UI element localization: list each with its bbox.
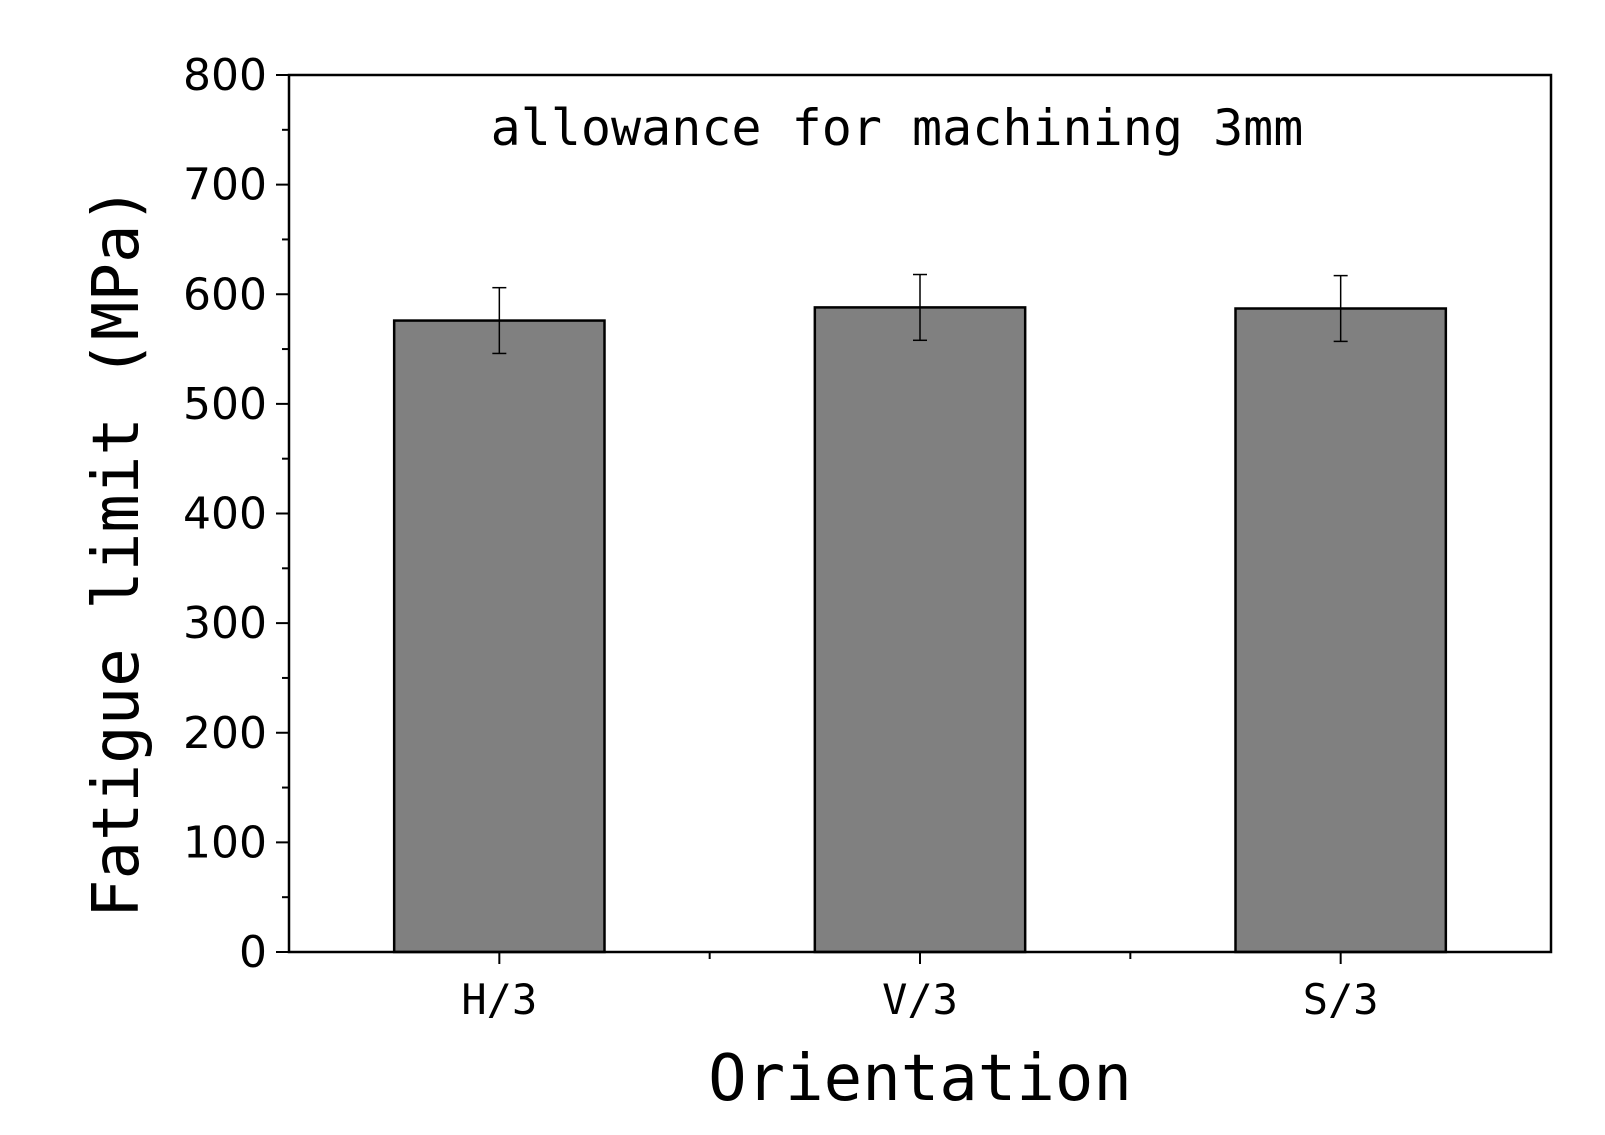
x-tick-label: S/3 [1303, 975, 1379, 1024]
y-tick-label: 500 [183, 379, 267, 430]
y-tick-label: 200 [183, 708, 267, 759]
chart-annotation: allowance for machining 3mm [491, 99, 1304, 157]
y-axis-label: Fatigue limit (MPa) [80, 186, 154, 918]
y-tick-label: 100 [183, 817, 267, 868]
y-tick-label: 300 [183, 598, 267, 649]
y-tick-label: 800 [183, 50, 267, 101]
y-tick-label: 0 [239, 927, 267, 978]
bar-S-3 [1234, 307, 1448, 954]
bar-V-3 [813, 306, 1027, 954]
error-bar [913, 273, 927, 342]
error-bar [492, 286, 507, 355]
y-tick-label: 700 [183, 160, 267, 211]
y-tick-label: 600 [183, 269, 267, 320]
x-axis-label: Orientation [708, 1042, 1132, 1116]
error-bar [1333, 274, 1348, 343]
bar-H-3 [392, 319, 606, 954]
y-tick-label: 400 [183, 489, 267, 540]
x-tick-label: H/3 [461, 975, 537, 1024]
x-tick-label: V/3 [882, 975, 958, 1024]
